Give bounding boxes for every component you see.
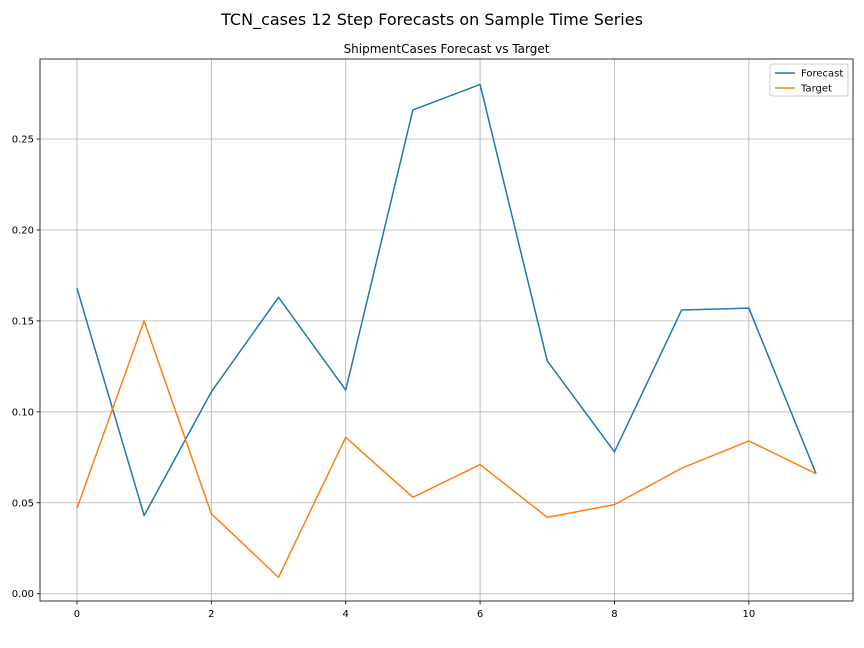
x-tick-label: 6: [477, 609, 483, 620]
y-tick-label: 0.05: [12, 498, 34, 509]
y-axis: 0.00 0.05 0.10 0.15 0.20 0.25: [12, 135, 40, 600]
y-tick-label: 0.25: [12, 135, 34, 146]
x-tick-label: 10: [742, 609, 755, 620]
legend-label-target: Target: [800, 84, 832, 95]
y-tick-label: 0.10: [12, 407, 34, 418]
series-line-forecast: [76, 83, 817, 517]
plot-frame: [39, 58, 854, 602]
x-tick-label: 2: [208, 609, 214, 620]
series-lines: [76, 83, 817, 579]
x-tick-label: 0: [74, 609, 80, 620]
x-tick-label: 4: [343, 609, 349, 620]
x-axis: 0 2 4 6 8 10: [74, 601, 755, 620]
legend-label-forecast: Forecast: [801, 69, 843, 80]
y-tick-label: 0.15: [12, 316, 34, 327]
grid-lines: [40, 59, 853, 601]
series-line-target: [76, 320, 817, 579]
chart-suptitle: TCN_cases 12 Step Forecasts on Sample Ti…: [220, 10, 643, 30]
y-tick-label: 0.20: [12, 225, 34, 236]
x-tick-label: 8: [611, 609, 617, 620]
y-tick-label: 0.00: [12, 589, 34, 600]
chart-title: ShipmentCases Forecast vs Target: [344, 42, 550, 56]
legend: Forecast Target: [769, 63, 849, 97]
